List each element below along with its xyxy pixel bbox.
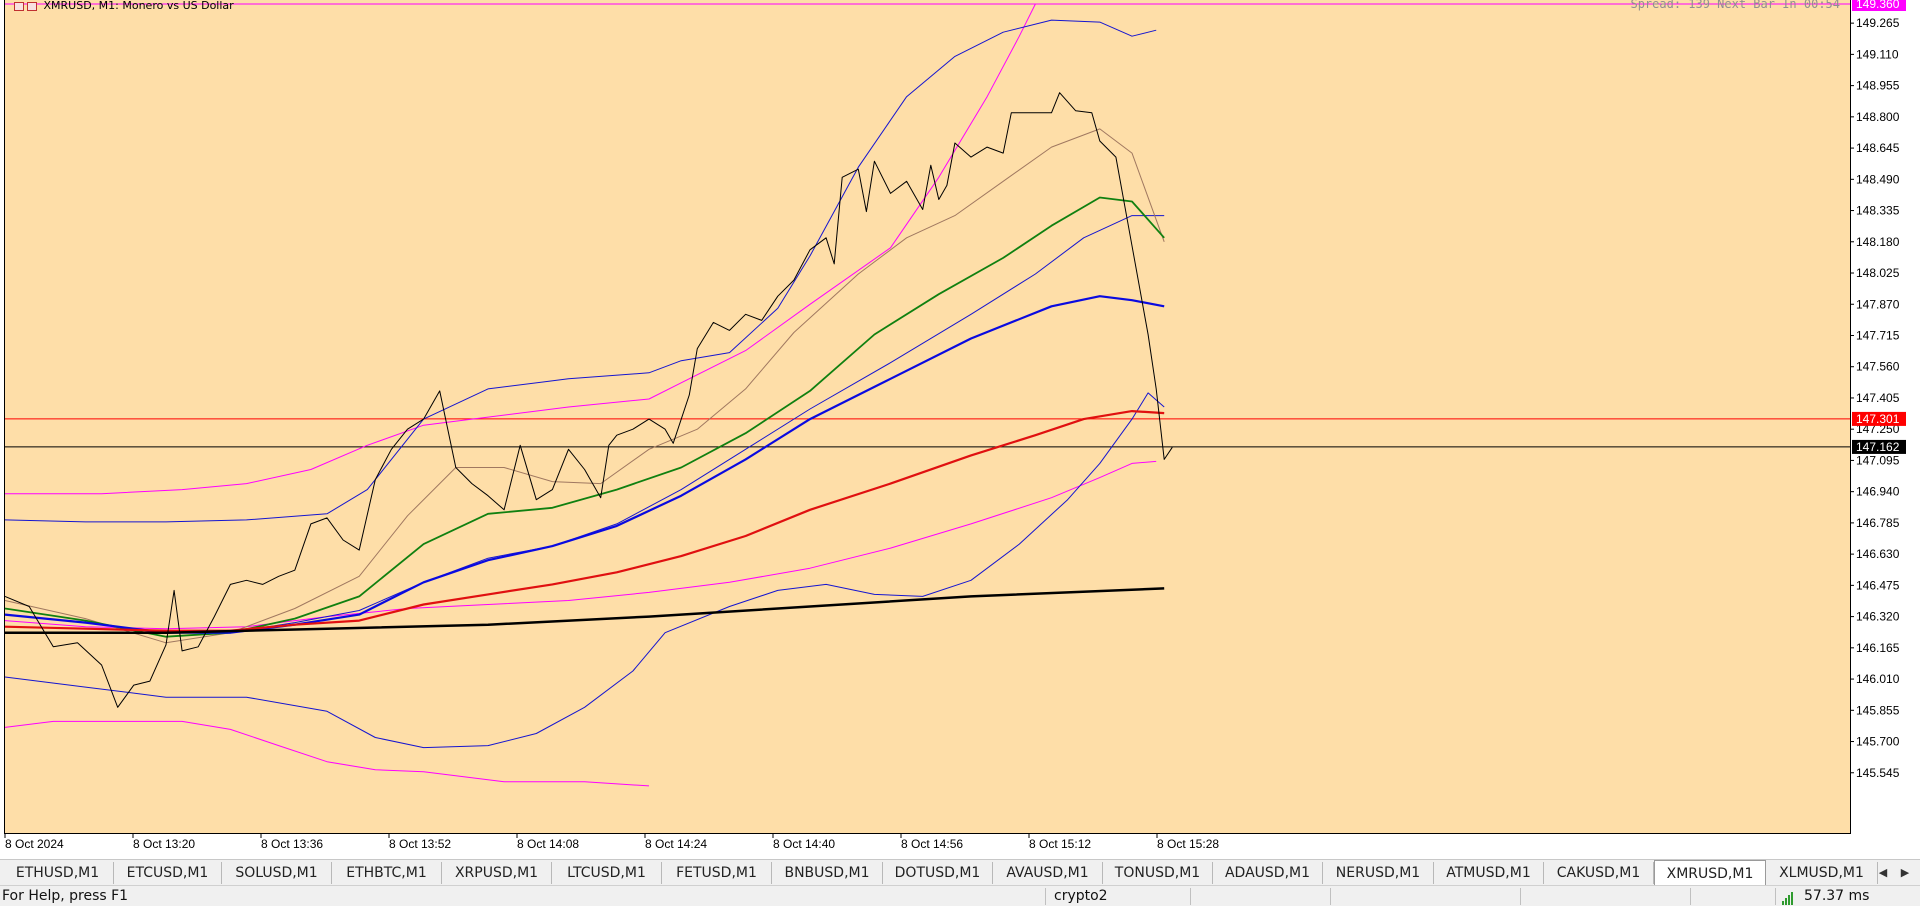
tab-solusd-m1[interactable]: SOLUSD,M1 xyxy=(222,862,332,884)
chart-title: XMRUSD, M1: Monero vs US Dollar xyxy=(14,0,234,12)
series-line-0 xyxy=(5,3,1036,495)
price-tick-label: 146.165 xyxy=(1856,641,1900,655)
tab-adausd-m1[interactable]: ADAUSD,M1 xyxy=(1213,862,1323,884)
price-tick-label: 147.715 xyxy=(1856,328,1900,342)
price-tick-label: 148.645 xyxy=(1856,141,1900,155)
price-tick-label: 146.630 xyxy=(1856,547,1900,561)
series-line-3 xyxy=(4,19,1157,523)
tab-scroll-left-icon[interactable]: ◀ xyxy=(1878,866,1888,879)
price-tick-label: 145.855 xyxy=(1856,703,1900,717)
tab-xmrusd-m1[interactable]: XMRUSD,M1 xyxy=(1654,860,1766,886)
price-tick-label: 148.955 xyxy=(1856,79,1900,93)
tab-fetusd-m1[interactable]: FETUSD,M1 xyxy=(662,862,772,884)
price-tick-label: 146.320 xyxy=(1856,610,1900,624)
time-tick-label: 8 Oct 14:56 xyxy=(901,837,963,851)
price-chart[interactable]: 149.265 149.110 148.955 148.800 148.645 148.4… xyxy=(0,0,1920,851)
time-tick-label: 8 Oct 13:20 xyxy=(133,837,195,851)
profile-name[interactable]: crypto2 xyxy=(1054,888,1108,904)
price-tick-label: 148.800 xyxy=(1856,110,1900,124)
chart-window-icon-2 xyxy=(27,1,37,11)
tab-xlmusd-m1[interactable]: XLMUSD,M1 xyxy=(1766,862,1878,884)
status-separator xyxy=(1190,888,1191,905)
price-tick-label: 147.405 xyxy=(1856,391,1900,405)
time-tick-label: 8 Oct 13:36 xyxy=(261,837,323,851)
price-tick-label: 149.110 xyxy=(1856,47,1899,61)
series-line-4 xyxy=(4,392,1165,749)
plot-background xyxy=(5,0,1850,834)
price-tick-label: 145.545 xyxy=(1856,766,1900,780)
tab-atmusd-m1[interactable]: ATMUSD,M1 xyxy=(1434,862,1544,884)
series-line-6 xyxy=(4,128,1165,644)
chart-canvas[interactable]: 149.265 149.110 148.955 148.800 148.645 148.4… xyxy=(0,0,1920,859)
tab-avausd-m1[interactable]: AVAUSD,M1 xyxy=(993,862,1103,884)
status-separator xyxy=(1330,888,1331,905)
help-hint: For Help, press F1 xyxy=(2,888,129,904)
status-bar: For Help, press F1 crypto2 57.37 ms xyxy=(0,885,1920,906)
chart-title-text: XMRUSD, M1: Monero vs US Dollar xyxy=(43,0,234,12)
chart-window-icon xyxy=(14,1,24,11)
price-tick-label: 146.785 xyxy=(1856,516,1900,530)
price-tick-label: 147.095 xyxy=(1856,453,1900,467)
tab-ethusd-m1[interactable]: ETHUSD,M1 xyxy=(2,862,114,884)
tab-scroll-right-icon[interactable]: ▶ xyxy=(1900,866,1910,879)
series-line-1 xyxy=(4,720,650,787)
price-marker-box-2 xyxy=(1852,439,1906,454)
time-tick-label: 8 Oct 13:52 xyxy=(389,837,451,851)
spread-info: Spread: 139 Next Bar In 00:54 xyxy=(1630,0,1840,11)
time-tick-label: 8 Oct 14:08 xyxy=(517,837,579,851)
tab-dotusd-m1[interactable]: DOTUSD,M1 xyxy=(883,862,993,884)
price-tick-label: 148.180 xyxy=(1856,235,1900,249)
price-tick-label: 149.265 xyxy=(1856,16,1900,30)
price-tick-label: 147.870 xyxy=(1856,297,1900,311)
price-marker-label-0: 149.360 xyxy=(1856,0,1900,11)
status-separator xyxy=(1775,888,1776,905)
tab-cakusd-m1[interactable]: CAKUSD,M1 xyxy=(1544,862,1654,884)
series-line-11 xyxy=(4,92,1173,708)
time-tick-label: 8 Oct 14:24 xyxy=(645,837,707,851)
tab-bnbusd-m1[interactable]: BNBUSD,M1 xyxy=(772,862,883,884)
price-marker-label-2: 147.162 xyxy=(1856,440,1900,454)
price-tick-label: 145.700 xyxy=(1856,735,1900,749)
tab-tonusd-m1[interactable]: TONUSD,M1 xyxy=(1103,862,1213,884)
status-separator xyxy=(1045,888,1046,905)
connection-signal-icon xyxy=(1782,891,1798,905)
ping-value: 57.37 ms xyxy=(1804,888,1870,904)
price-tick-label: 146.010 xyxy=(1856,672,1900,686)
price-tick-label: 148.025 xyxy=(1856,266,1900,280)
series-line-10 xyxy=(5,587,1165,634)
series-line-8 xyxy=(4,295,1165,634)
status-separator xyxy=(1690,888,1691,905)
price-tick-label: 148.490 xyxy=(1856,172,1900,186)
tab-xrpusd-m1[interactable]: XRPUSD,M1 xyxy=(442,862,552,884)
price-tick-label: 148.335 xyxy=(1856,204,1900,218)
time-tick-label: 8 Oct 14:40 xyxy=(773,837,835,851)
price-tick-label: 146.940 xyxy=(1856,485,1900,499)
price-tick-label: 146.475 xyxy=(1856,578,1900,592)
tab-etcusd-m1[interactable]: ETCUSD,M1 xyxy=(114,862,222,884)
price-marker-box-0 xyxy=(1852,0,1906,11)
status-separator xyxy=(1520,888,1521,905)
price-tick-label: 147.560 xyxy=(1856,360,1900,374)
tab-nerusd-m1[interactable]: NERUSD,M1 xyxy=(1323,862,1434,884)
price-marker-label-1: 147.301 xyxy=(1856,412,1900,426)
tab-ethbtc-m1[interactable]: ETHBTC,M1 xyxy=(332,862,442,884)
time-tick-label: 8 Oct 15:28 xyxy=(1157,837,1219,851)
series-line-2 xyxy=(4,460,1157,630)
time-tick-label: 8 Oct 15:12 xyxy=(1029,837,1091,851)
tab-ltcusd-m1[interactable]: LTCUSD,M1 xyxy=(552,862,662,884)
price-marker-box-1 xyxy=(1852,411,1906,426)
chart-tab-strip: ETHUSD,M1 ETCUSD,M1 SOLUSD,M1 ETHBTC,M1 XRPU… xyxy=(0,859,1920,886)
time-tick-label: 8 Oct 2024 xyxy=(5,837,64,851)
